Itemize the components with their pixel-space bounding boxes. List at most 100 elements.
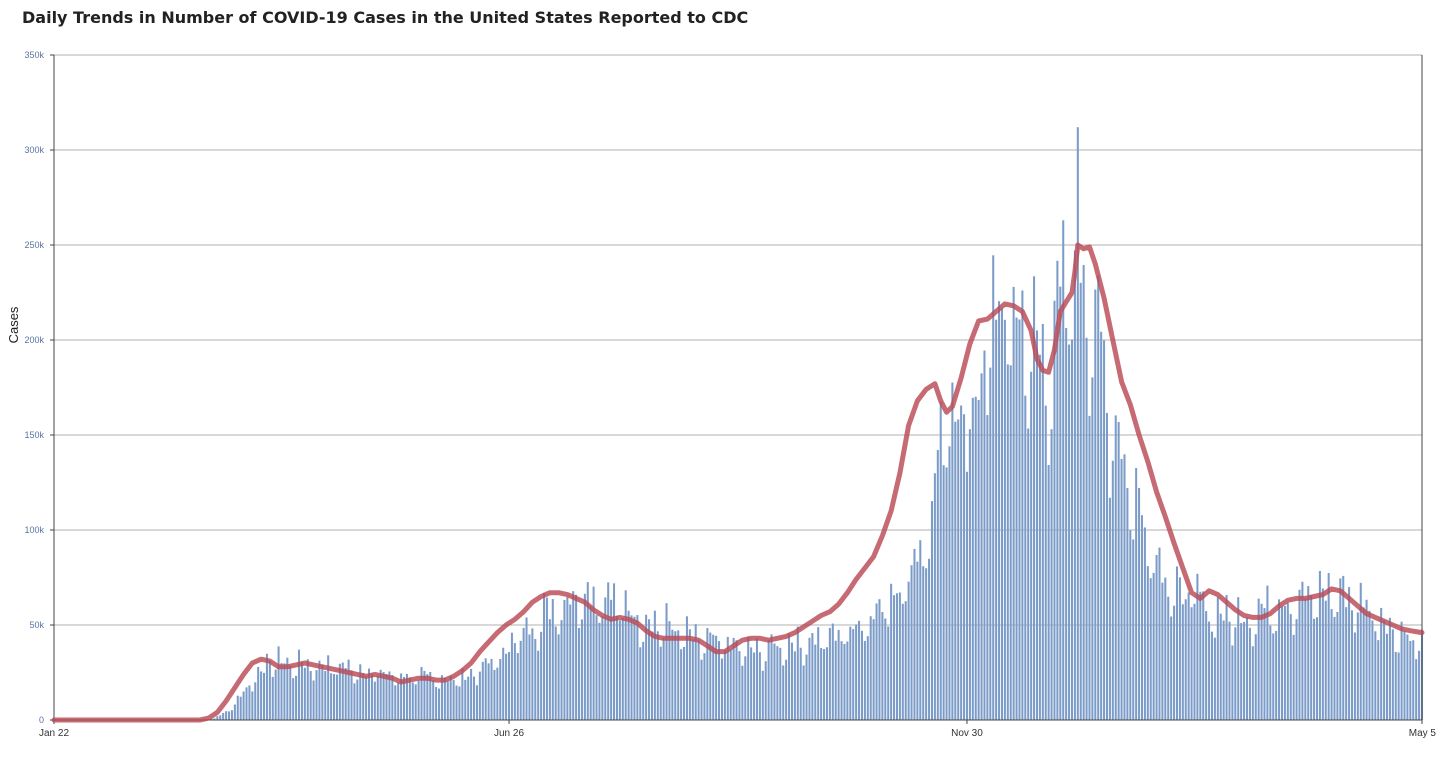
daily-case-bar (636, 615, 639, 720)
daily-case-bar (863, 640, 866, 720)
daily-case-bar (534, 639, 537, 720)
daily-case-bar (1377, 640, 1380, 720)
daily-case-bar (505, 653, 508, 720)
daily-case-bar (563, 599, 566, 720)
daily-case-bar (785, 659, 788, 720)
daily-case-bar (665, 603, 668, 720)
daily-case-bar (1190, 607, 1193, 720)
daily-case-bar (1388, 617, 1391, 720)
daily-case-bar (370, 673, 373, 720)
daily-case-bar (808, 637, 811, 720)
daily-case-bar (1158, 547, 1161, 720)
daily-case-bar (513, 643, 516, 720)
daily-case-bar (1394, 651, 1397, 720)
daily-case-bar (648, 619, 651, 720)
daily-case-bar (233, 704, 236, 720)
daily-case-bar (455, 685, 458, 720)
daily-case-bar (1272, 633, 1275, 720)
daily-case-bar (493, 669, 496, 720)
daily-case-bar (650, 631, 653, 720)
daily-case-bar (898, 592, 901, 720)
daily-case-bar (362, 672, 365, 720)
daily-case-bar (1324, 600, 1327, 720)
daily-case-bar (1280, 606, 1284, 720)
daily-case-bar (860, 630, 863, 720)
daily-case-bar (475, 685, 478, 720)
daily-case-bar (219, 715, 222, 720)
daily-case-bar (236, 695, 239, 720)
daily-case-bar (502, 647, 505, 720)
daily-case-bar (753, 652, 756, 720)
daily-case-bar (1301, 581, 1304, 720)
daily-case-bar (866, 636, 869, 720)
daily-case-bar (1359, 582, 1362, 720)
daily-case-bar (338, 663, 341, 720)
y-tick-label: 0 (39, 715, 44, 725)
daily-case-bar (802, 665, 805, 720)
daily-case-bar (414, 684, 417, 720)
daily-case-bar (210, 718, 213, 720)
daily-case-bar (881, 612, 884, 720)
daily-case-bar (930, 501, 933, 720)
daily-case-bar (467, 676, 470, 720)
daily-case-bar (1339, 578, 1342, 720)
daily-case-bar (1085, 337, 1088, 720)
daily-case-bar (300, 661, 303, 720)
daily-case-bar (1173, 605, 1176, 720)
daily-case-bar (1248, 627, 1251, 720)
y-tick-labels: 0 50k 100k 150k 200k 250k 300k 350k (24, 50, 44, 725)
daily-case-bar (230, 710, 233, 720)
daily-case-bar (986, 415, 989, 720)
daily-case-bar (1187, 592, 1190, 720)
daily-case-bar (225, 711, 228, 720)
daily-case-bar (522, 627, 525, 720)
daily-case-bar (1385, 633, 1389, 720)
daily-case-bar (799, 647, 802, 720)
daily-case-bar (271, 676, 274, 720)
daily-case-bar (315, 670, 318, 720)
daily-case-bar (572, 591, 575, 720)
daily-case-bar (1295, 619, 1298, 720)
daily-case-bar (391, 675, 394, 720)
daily-case-bar (1362, 607, 1365, 720)
daily-case-bar (613, 583, 616, 720)
y-tick-label: 300k (24, 145, 44, 155)
daily-case-bar (403, 677, 406, 720)
axes (53, 55, 1423, 721)
daily-case-bar (662, 637, 665, 720)
daily-case-bar (373, 681, 376, 720)
daily-case-bar (1409, 640, 1412, 720)
daily-case-bar (1202, 591, 1205, 720)
daily-case-bar (257, 666, 260, 720)
daily-case-bar (496, 667, 499, 720)
daily-case-bar (738, 651, 741, 720)
daily-case-bar (1111, 460, 1114, 720)
daily-case-bar (1193, 603, 1196, 720)
daily-case-bar (936, 450, 939, 720)
daily-case-bar (1342, 575, 1345, 720)
daily-case-bar (1070, 339, 1073, 720)
daily-case-bar (289, 665, 292, 720)
daily-case-bar (478, 671, 481, 720)
daily-case-bar (580, 619, 583, 720)
daily-case-bar (239, 696, 242, 720)
daily-case-bar (1027, 428, 1030, 720)
daily-case-bar (388, 671, 391, 720)
daily-case-bar (1327, 573, 1330, 720)
daily-case-bar (846, 641, 849, 720)
daily-case-bar (642, 641, 645, 720)
daily-case-bar (1152, 572, 1155, 720)
daily-case-bar (452, 679, 455, 720)
daily-case-bar (942, 465, 945, 720)
daily-case-bar (446, 681, 449, 720)
daily-case-bar (948, 446, 951, 720)
daily-case-bar (1318, 571, 1321, 720)
daily-case-bar (965, 471, 968, 720)
daily-case-bar (309, 671, 312, 720)
daily-case-bar (718, 641, 721, 720)
daily-case-bar (989, 367, 992, 720)
daily-case-bar (440, 675, 443, 720)
daily-case-bar (1076, 127, 1079, 720)
daily-case-bar (726, 636, 729, 720)
daily-case-bar (519, 640, 522, 720)
